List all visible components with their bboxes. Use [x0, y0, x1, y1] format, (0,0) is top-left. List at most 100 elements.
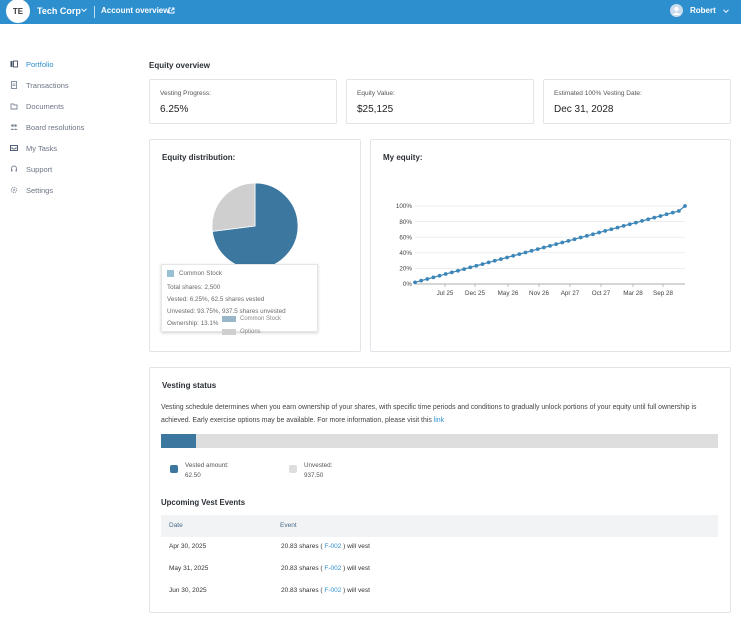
card-title: Equity distribution:: [162, 153, 236, 162]
data-point[interactable]: [425, 277, 430, 281]
data-point[interactable]: [468, 265, 473, 270]
data-point[interactable]: [597, 230, 601, 235]
event-text: ) will vest: [343, 565, 370, 572]
org-avatar[interactable]: TE: [6, 0, 30, 23]
sidebar-item-board-resolutions[interactable]: Board resolutions: [10, 120, 84, 134]
data-point[interactable]: [670, 210, 675, 215]
data-point[interactable]: [529, 248, 534, 253]
column-header-event[interactable]: Event: [280, 522, 297, 529]
tooltip-line: Vested: 6.25%, 62.5 shares vested: [167, 296, 265, 303]
legend-common-stock[interactable]: Common Stock: [240, 316, 282, 322]
data-point[interactable]: [449, 270, 454, 275]
x-tick-label: Mar 28: [623, 290, 643, 297]
legend-options[interactable]: Options: [240, 329, 261, 335]
data-point[interactable]: [548, 243, 552, 248]
data-point[interactable]: [578, 235, 583, 240]
data-point[interactable]: [609, 227, 614, 232]
sidebar-item-support[interactable]: Support: [10, 162, 52, 176]
data-point[interactable]: [419, 278, 424, 283]
x-tick-label: Sep 28: [653, 290, 673, 297]
vesting-progress-card: Vesting Progress: 6.25%: [149, 79, 337, 124]
sidebar-item-settings[interactable]: Settings: [10, 183, 53, 197]
org-name[interactable]: Tech Corp: [37, 6, 81, 16]
sidebar-item-portfolio[interactable]: Portfolio: [10, 57, 54, 71]
data-point[interactable]: [443, 272, 448, 276]
data-point[interactable]: [505, 255, 509, 260]
data-point[interactable]: [437, 273, 442, 278]
data-point[interactable]: [676, 209, 681, 213]
column-header-date[interactable]: Date: [169, 522, 183, 529]
data-point[interactable]: [474, 263, 479, 268]
grant-link[interactable]: F-002: [324, 543, 342, 550]
data-point[interactable]: [554, 242, 559, 247]
equity-line-chart[interactable]: 0% 20% 40% 60% 80% 100% Jul 25 Dec 25 May 26 Nov …: [385, 195, 690, 305]
data-point[interactable]: [517, 252, 522, 257]
user-name[interactable]: Robert: [690, 6, 716, 15]
sidebar-item-documents[interactable]: Documents: [10, 99, 64, 113]
data-point[interactable]: [683, 204, 687, 208]
sidebar-item-my-tasks[interactable]: My Tasks: [10, 141, 57, 155]
equity-pie-chart[interactable]: [209, 180, 301, 272]
data-point[interactable]: [480, 262, 485, 267]
card-title: Vesting status: [162, 381, 217, 390]
data-point[interactable]: [640, 218, 644, 223]
data-point[interactable]: [456, 268, 460, 273]
y-tick-label: 40%: [399, 250, 412, 257]
grant-link[interactable]: F-002: [324, 565, 342, 572]
data-point[interactable]: [627, 222, 632, 227]
data-point[interactable]: [499, 257, 503, 262]
x-tick-label: Dec 25: [465, 290, 485, 297]
sidebar-item-label: Support: [26, 164, 53, 174]
unvested-swatch: [289, 465, 297, 473]
data-point[interactable]: [492, 258, 497, 263]
external-link-icon[interactable]: [168, 7, 175, 14]
info-link[interactable]: link: [433, 417, 445, 424]
data-point[interactable]: [615, 225, 620, 230]
data-point[interactable]: [566, 238, 571, 243]
sidebar-item-label: Documents: [26, 101, 64, 111]
sidebar-item-label: Transactions: [26, 80, 69, 90]
stat-value: 6.25%: [160, 104, 189, 115]
data-point[interactable]: [652, 215, 657, 220]
data-point[interactable]: [621, 223, 626, 228]
event-text: 20.83 shares (: [281, 587, 323, 594]
pie-slice-options[interactable]: [211, 182, 256, 232]
sidebar-item-transactions[interactable]: Transactions: [10, 78, 69, 92]
data-point[interactable]: [603, 228, 608, 233]
data-point[interactable]: [511, 253, 516, 258]
data-point[interactable]: [535, 247, 540, 252]
top-bar: TE Tech Corp Account overview Robert: [0, 0, 741, 24]
data-point[interactable]: [634, 220, 638, 225]
data-point[interactable]: [560, 240, 565, 245]
stat-value: Dec 31, 2028: [554, 104, 614, 115]
data-point[interactable]: [413, 280, 417, 285]
data-point[interactable]: [664, 212, 669, 217]
data-point[interactable]: [523, 250, 528, 255]
user-avatar[interactable]: [670, 4, 683, 17]
x-tick-label: Jul 25: [437, 290, 454, 297]
row-event: 20.83 shares ( F-002 ) will vest: [281, 565, 370, 572]
legend-swatch-common: [222, 316, 236, 322]
data-point[interactable]: [486, 260, 491, 265]
grant-link[interactable]: F-002: [324, 587, 342, 594]
data-point[interactable]: [646, 217, 651, 222]
data-point[interactable]: [658, 214, 663, 218]
folder-icon: [10, 103, 18, 110]
chevron-down-icon[interactable]: [81, 7, 87, 13]
data-point[interactable]: [462, 267, 466, 272]
stat-label: Estimated 100% Vesting Date:: [554, 90, 642, 97]
people-icon: [10, 124, 18, 130]
tooltip-header: Common Stock: [179, 270, 223, 277]
data-point[interactable]: [591, 232, 595, 237]
data-point[interactable]: [431, 275, 436, 280]
account-overview-link[interactable]: Account overview: [101, 6, 170, 15]
chevron-down-icon[interactable]: [723, 8, 729, 14]
legend-swatch-options: [222, 329, 236, 335]
page-title: Equity overview: [149, 61, 210, 70]
data-point[interactable]: [541, 245, 546, 250]
vested-value: 62.50: [185, 472, 201, 479]
data-point[interactable]: [584, 233, 589, 238]
sidebar-item-label: Settings: [26, 185, 54, 195]
y-tick-label: 100%: [396, 203, 413, 210]
data-point[interactable]: [572, 237, 577, 242]
